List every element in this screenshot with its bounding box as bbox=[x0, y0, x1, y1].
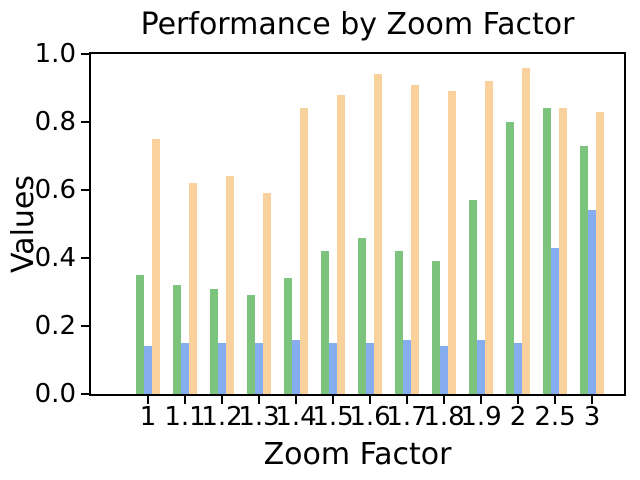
x-tick-mark bbox=[221, 396, 223, 404]
bar-green bbox=[580, 146, 588, 394]
bar-group bbox=[358, 74, 382, 394]
bar-group bbox=[543, 108, 567, 394]
bar-blue bbox=[403, 340, 411, 394]
bar-orange bbox=[559, 108, 567, 394]
bar-blue bbox=[292, 340, 300, 394]
x-tick-label: 1.5 bbox=[312, 402, 354, 432]
x-tick-mark bbox=[591, 396, 593, 404]
bar-green bbox=[210, 289, 218, 394]
bar-group bbox=[321, 95, 345, 394]
y-tick-mark bbox=[81, 121, 89, 123]
bar-green bbox=[173, 285, 181, 394]
chart-title: Performance by Zoom Factor bbox=[140, 7, 575, 42]
x-tick-mark bbox=[443, 396, 445, 404]
x-tick-mark bbox=[406, 396, 408, 404]
y-tick-mark bbox=[81, 393, 89, 395]
bar-group bbox=[580, 112, 604, 394]
x-tick-label: 3 bbox=[583, 402, 601, 432]
bar-orange bbox=[411, 85, 419, 394]
bar-orange bbox=[337, 95, 345, 394]
x-tick-label: 1.3 bbox=[238, 402, 280, 432]
y-tick-mark bbox=[81, 325, 89, 327]
bar-green bbox=[358, 238, 366, 394]
y-tick-mark bbox=[81, 189, 89, 191]
x-tick-mark bbox=[480, 396, 482, 404]
x-tick-label: 1.4 bbox=[275, 402, 317, 432]
bar-green bbox=[247, 295, 255, 394]
plot-area bbox=[89, 52, 626, 396]
x-tick-mark bbox=[332, 396, 334, 404]
bar-group bbox=[469, 81, 493, 394]
bar-orange bbox=[226, 176, 234, 394]
bar-blue bbox=[477, 340, 485, 394]
bar-blue bbox=[366, 343, 374, 394]
bar-blue bbox=[218, 343, 226, 394]
x-axis-label: Zoom Factor bbox=[263, 437, 452, 472]
x-tick-label: 2.5 bbox=[534, 402, 576, 432]
bar-green bbox=[543, 108, 551, 394]
bar-blue bbox=[514, 343, 522, 394]
x-tick-label: 1 bbox=[139, 402, 157, 432]
y-tick-label: 0.6 bbox=[34, 175, 76, 205]
bar-group bbox=[395, 85, 419, 394]
bar-group bbox=[284, 108, 308, 394]
bar-blue bbox=[440, 346, 448, 394]
x-tick-mark bbox=[295, 396, 297, 404]
bar-orange bbox=[485, 81, 493, 394]
x-tick-mark bbox=[147, 396, 149, 404]
bar-orange bbox=[300, 108, 308, 394]
bar-orange bbox=[522, 68, 530, 394]
bar-green bbox=[284, 278, 292, 394]
bar-group bbox=[432, 91, 456, 394]
x-tick-label: 1.9 bbox=[460, 402, 502, 432]
bar-green bbox=[321, 251, 329, 394]
bar-group bbox=[136, 139, 160, 394]
y-tick-label: 0.4 bbox=[34, 243, 76, 273]
bar-group bbox=[247, 193, 271, 394]
x-tick-mark bbox=[369, 396, 371, 404]
bar-orange bbox=[448, 91, 456, 394]
y-tick-label: 0.2 bbox=[34, 311, 76, 341]
bar-group bbox=[173, 183, 197, 394]
bar-green bbox=[136, 275, 144, 394]
x-tick-label: 1.7 bbox=[386, 402, 428, 432]
bar-green bbox=[432, 261, 440, 394]
y-tick-label: 0.8 bbox=[34, 107, 76, 137]
x-tick-mark bbox=[517, 396, 519, 404]
bar-orange bbox=[596, 112, 604, 394]
bar-blue bbox=[551, 248, 559, 394]
y-tick-label: 1.0 bbox=[34, 39, 76, 69]
bar-blue bbox=[144, 346, 152, 394]
y-tick-label: 0.0 bbox=[34, 379, 76, 409]
bar-orange bbox=[189, 183, 197, 394]
x-tick-label: 1.1 bbox=[164, 402, 206, 432]
y-tick-mark bbox=[81, 53, 89, 55]
x-tick-label: 2 bbox=[509, 402, 527, 432]
x-tick-label: 1.2 bbox=[201, 402, 243, 432]
bar-orange bbox=[374, 74, 382, 394]
bar-green bbox=[469, 200, 477, 394]
bar-group bbox=[210, 176, 234, 394]
x-tick-label: 1.8 bbox=[423, 402, 465, 432]
bar-blue bbox=[255, 343, 263, 394]
x-tick-mark bbox=[554, 396, 556, 404]
bar-blue bbox=[329, 343, 337, 394]
bar-green bbox=[506, 122, 514, 394]
bar-orange bbox=[152, 139, 160, 394]
x-tick-label: 1.6 bbox=[349, 402, 391, 432]
bar-orange bbox=[263, 193, 271, 394]
bar-blue bbox=[588, 210, 596, 394]
y-tick-mark bbox=[81, 257, 89, 259]
bar-group bbox=[506, 68, 530, 394]
bar-green bbox=[395, 251, 403, 394]
x-tick-mark bbox=[258, 396, 260, 404]
x-tick-mark bbox=[184, 396, 186, 404]
bar-blue bbox=[181, 343, 189, 394]
